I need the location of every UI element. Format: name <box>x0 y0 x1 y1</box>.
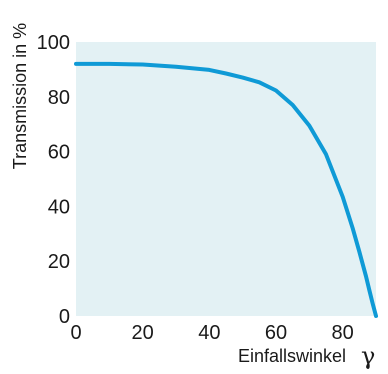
y-tick-label: 0 <box>59 306 70 328</box>
transmission-series-line <box>74 61 378 318</box>
y-tick-label: 60 <box>48 142 70 164</box>
x-axis-symbol: γ <box>361 342 375 370</box>
x-tick-label: 80 <box>332 322 354 344</box>
y-tick-label: 100 <box>37 32 70 54</box>
y-axis-label: Transmission in % <box>10 23 30 169</box>
y-tick-label: 40 <box>48 196 70 218</box>
x-tick-label: 60 <box>265 322 287 344</box>
y-tick-label: 20 <box>48 251 70 273</box>
plot-area <box>76 42 376 316</box>
x-tick-label: 40 <box>198 322 220 344</box>
x-tick-labels: 0 20 40 60 80 <box>70 322 353 344</box>
y-tick-label: 80 <box>48 87 70 109</box>
x-tick-label: 20 <box>132 322 154 344</box>
x-axis-label: Einfallswinkel <box>238 346 346 366</box>
y-tick-labels: 0 20 40 60 80 100 <box>37 32 70 328</box>
x-tick-label: 0 <box>70 322 81 344</box>
